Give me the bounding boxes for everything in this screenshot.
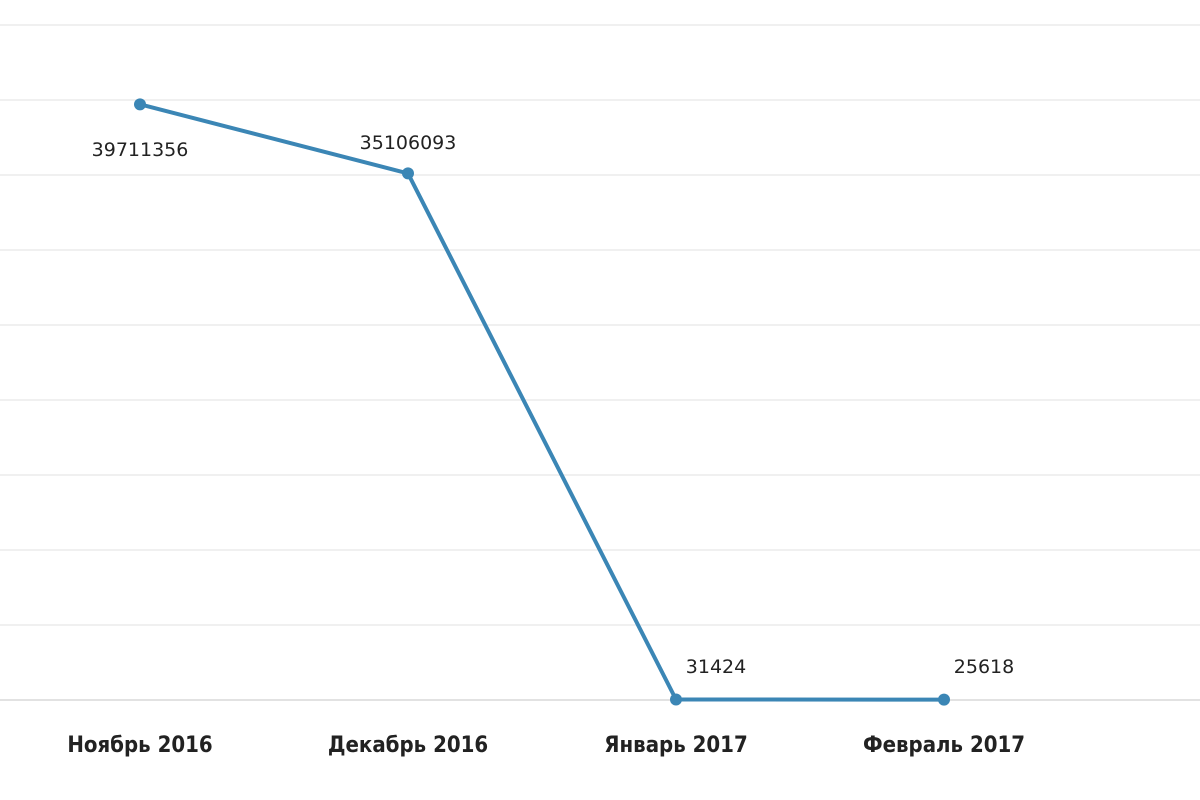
value-label: 31424 <box>686 656 746 678</box>
value-label: 39711356 <box>92 139 189 161</box>
data-point <box>938 693 950 706</box>
x-tick-label: Ноябрь 2016 <box>67 733 212 758</box>
value-label: 25618 <box>954 656 1014 678</box>
x-tick-label: Февраль 2017 <box>863 733 1025 758</box>
x-tick-label: Декабрь 2016 <box>328 733 488 758</box>
data-point <box>134 98 146 111</box>
x-tick-label: Январь 2017 <box>604 733 747 758</box>
data-line <box>139 102 945 702</box>
data-point <box>670 693 682 706</box>
value-label: 35106093 <box>360 132 457 154</box>
data-point <box>402 167 414 180</box>
